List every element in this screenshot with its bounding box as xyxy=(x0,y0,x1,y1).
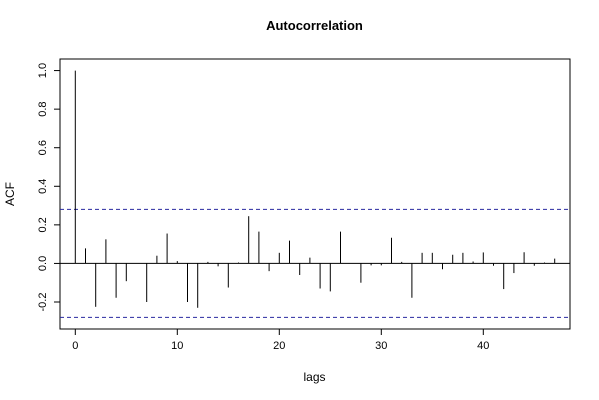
y-tick-label: -0.2 xyxy=(37,293,49,312)
x-axis: 0 10 20 30 40 xyxy=(72,328,489,352)
y-tick-label: 0.0 xyxy=(37,256,49,271)
x-tick-label: 30 xyxy=(375,340,387,352)
y-tick-label: 1.0 xyxy=(37,63,49,78)
x-tick-label: 0 xyxy=(72,340,78,352)
y-tick-label: 0.6 xyxy=(37,140,49,155)
x-tick-label: 40 xyxy=(477,340,489,352)
y-tick-label: 0.4 xyxy=(37,179,49,194)
acf-bars xyxy=(74,70,556,308)
x-axis-label: lags xyxy=(303,370,325,384)
y-axis: -0.2 0.0 0.2 0.4 0.6 0.8 1.0 xyxy=(37,63,61,312)
x-tick-label: 20 xyxy=(273,340,285,352)
plot-frame xyxy=(59,58,571,330)
y-tick-label: 0.2 xyxy=(37,217,49,232)
confidence-bounds xyxy=(60,208,570,318)
chart-title: Autocorrelation xyxy=(266,18,363,33)
y-tick-label: 0.8 xyxy=(37,101,49,116)
y-axis-label: ACF xyxy=(3,182,17,206)
x-tick-label: 10 xyxy=(171,340,183,352)
